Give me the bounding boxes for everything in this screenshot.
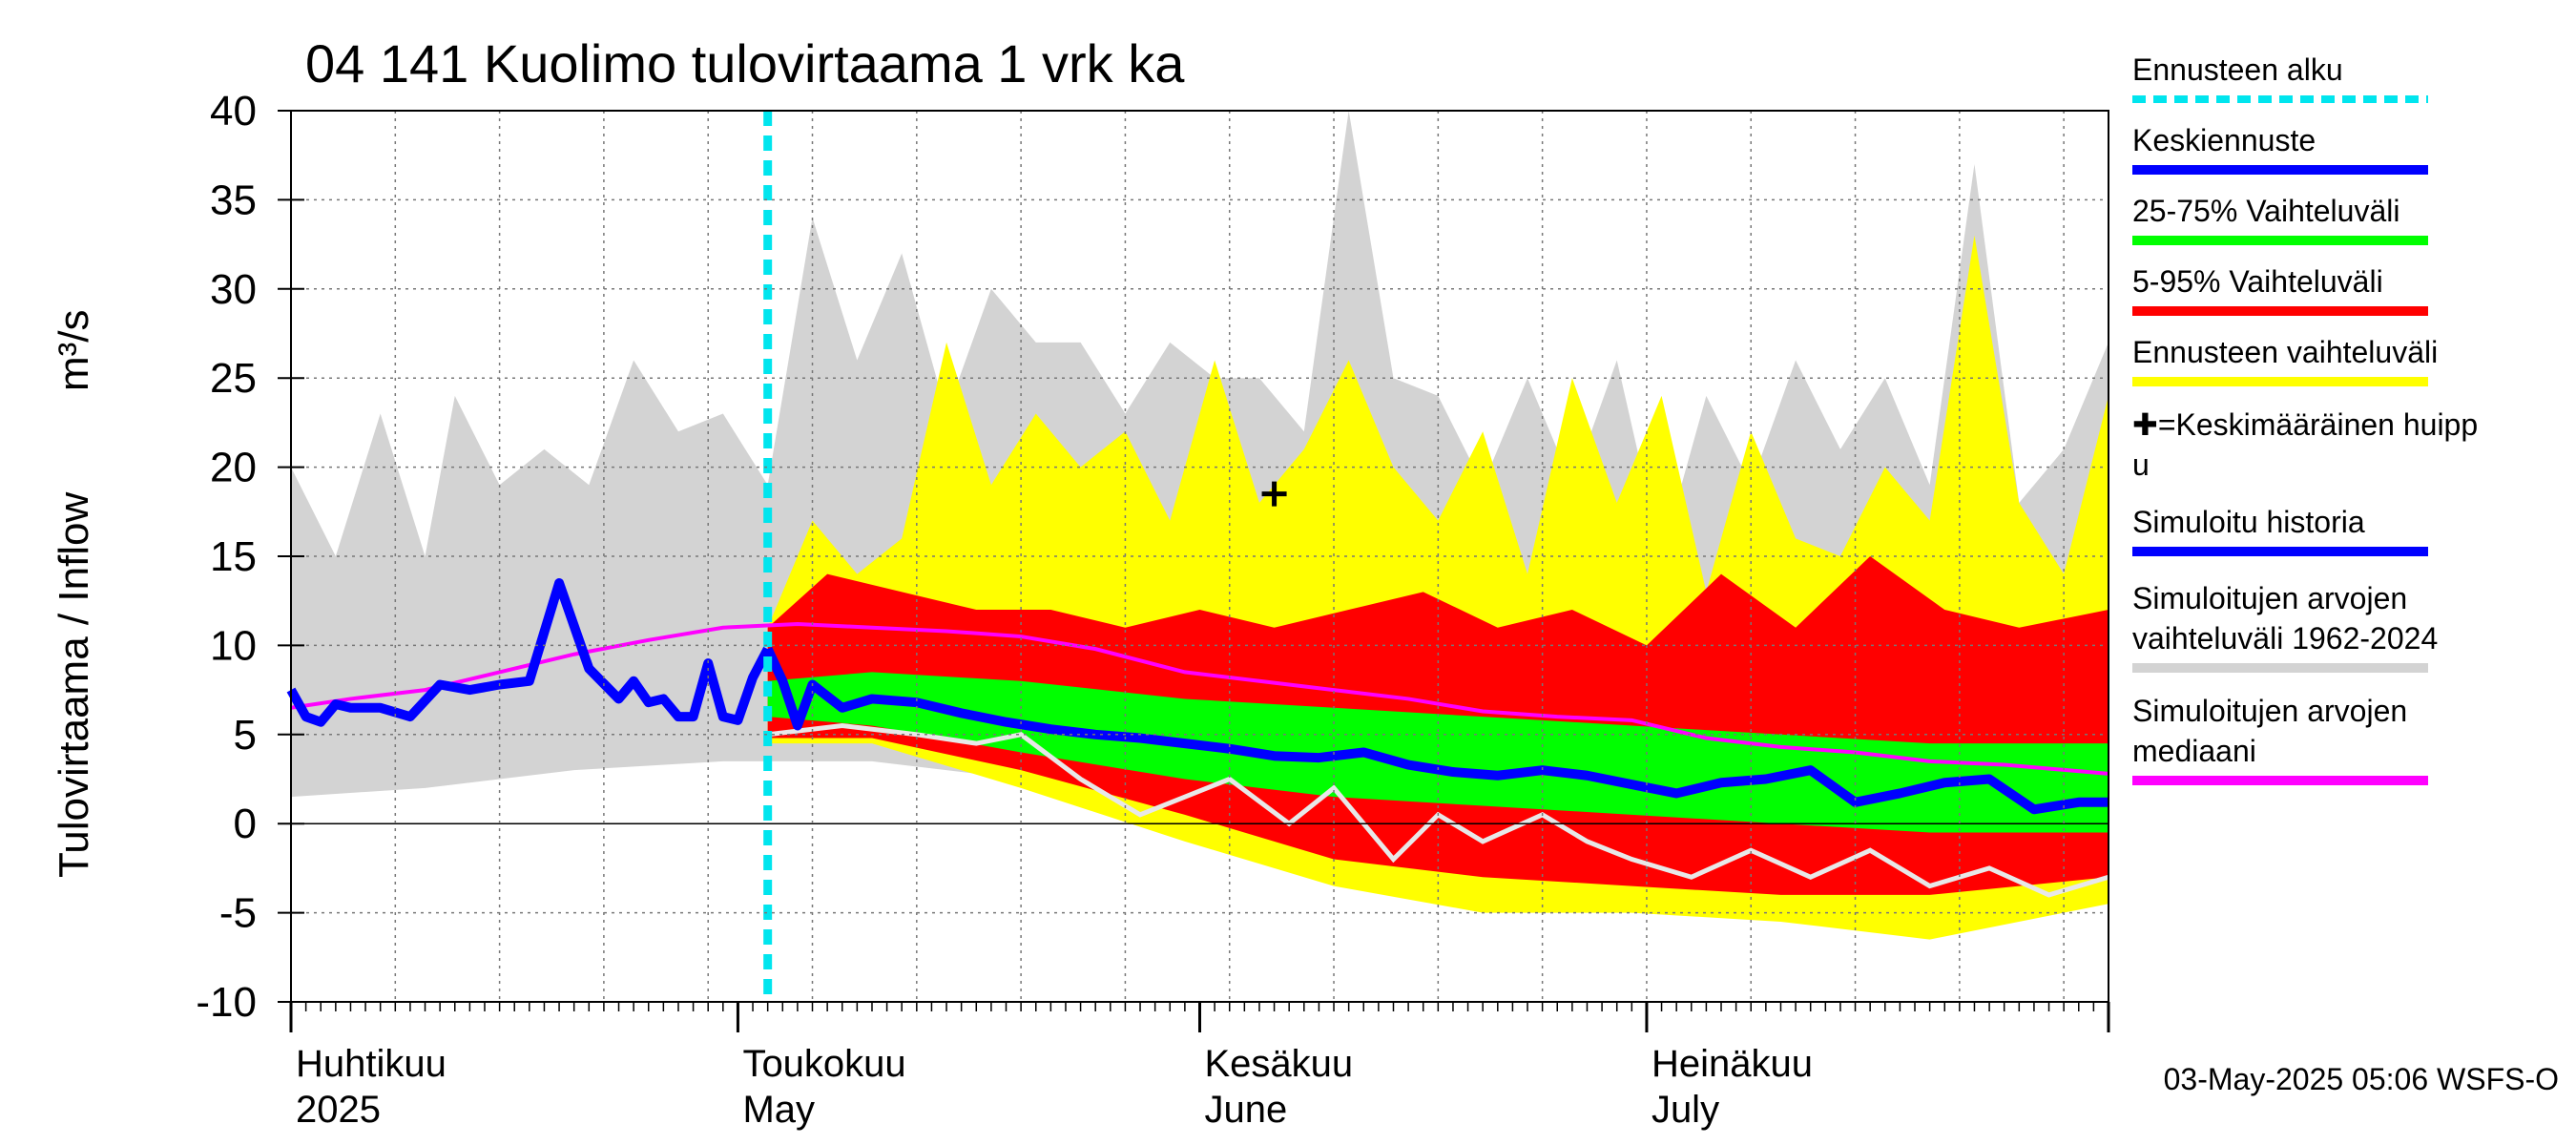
legend-label: Simuloitu historia <box>2132 505 2365 539</box>
y-tick-label: -5 <box>219 890 257 937</box>
y-tick-label: 35 <box>210 177 257 223</box>
y-tick-label: 10 <box>210 622 257 669</box>
legend-label: Simuloitujen arvojen <box>2132 581 2407 615</box>
legend-label: 5-95% Vaihteluväli <box>2132 264 2383 299</box>
x-month-label: Kesäkuu <box>1205 1043 1354 1085</box>
y-tick-label: 20 <box>210 445 257 491</box>
y-axis-unit: m³/s <box>51 309 97 391</box>
legend-label: Simuloitujen arvojen <box>2132 694 2407 728</box>
y-tick-label: 5 <box>234 712 257 759</box>
x-month-sublabel: 2025 <box>296 1089 381 1131</box>
x-month-sublabel: June <box>1205 1089 1288 1131</box>
chart-title: 04 141 Kuolimo tulovirtaama 1 vrk ka <box>305 33 1185 94</box>
legend-label: ✚=Keskimääräinen huipp <box>2132 407 2478 442</box>
mean-forecast-line <box>763 647 2109 815</box>
x-month-label: Heinäkuu <box>1652 1043 1813 1085</box>
y-tick-label: 0 <box>234 801 257 847</box>
x-month-label: Toukokuu <box>742 1043 905 1085</box>
y-axis-label: Tulovirtaama / Inflow <box>51 491 97 878</box>
legend-label: Ennusteen vaihteluväli <box>2132 335 2438 369</box>
mean-peak-marker <box>1261 481 1287 507</box>
y-tick-label: 40 <box>210 88 257 135</box>
y-tick-label: 30 <box>210 266 257 313</box>
x-month-sublabel: July <box>1652 1089 1719 1131</box>
timestamp: 03-May-2025 05:06 WSFS-O <box>2164 1062 2559 1096</box>
legend-label: Keskiennuste <box>2132 123 2316 157</box>
y-tick-label: 15 <box>210 533 257 580</box>
legend-label: 25-75% Vaihteluväli <box>2132 194 2399 228</box>
legend-label-line2: mediaani <box>2132 734 2256 768</box>
x-month-sublabel: May <box>742 1089 815 1131</box>
legend-label-line2: vaihteluväli 1962-2024 <box>2132 621 2438 656</box>
x-month-label: Huhtikuu <box>296 1043 447 1085</box>
y-tick-label: -10 <box>196 979 257 1026</box>
median-line <box>290 621 2109 776</box>
legend-label-line2: u <box>2132 448 2150 482</box>
y-tick-label: 25 <box>210 355 257 402</box>
legend-label: Ennusteen alku <box>2132 52 2343 87</box>
legend: Ennusteen alku Keskiennuste 25-75% Vaihtel… <box>2132 52 2478 785</box>
simulated-history-line <box>286 578 773 727</box>
